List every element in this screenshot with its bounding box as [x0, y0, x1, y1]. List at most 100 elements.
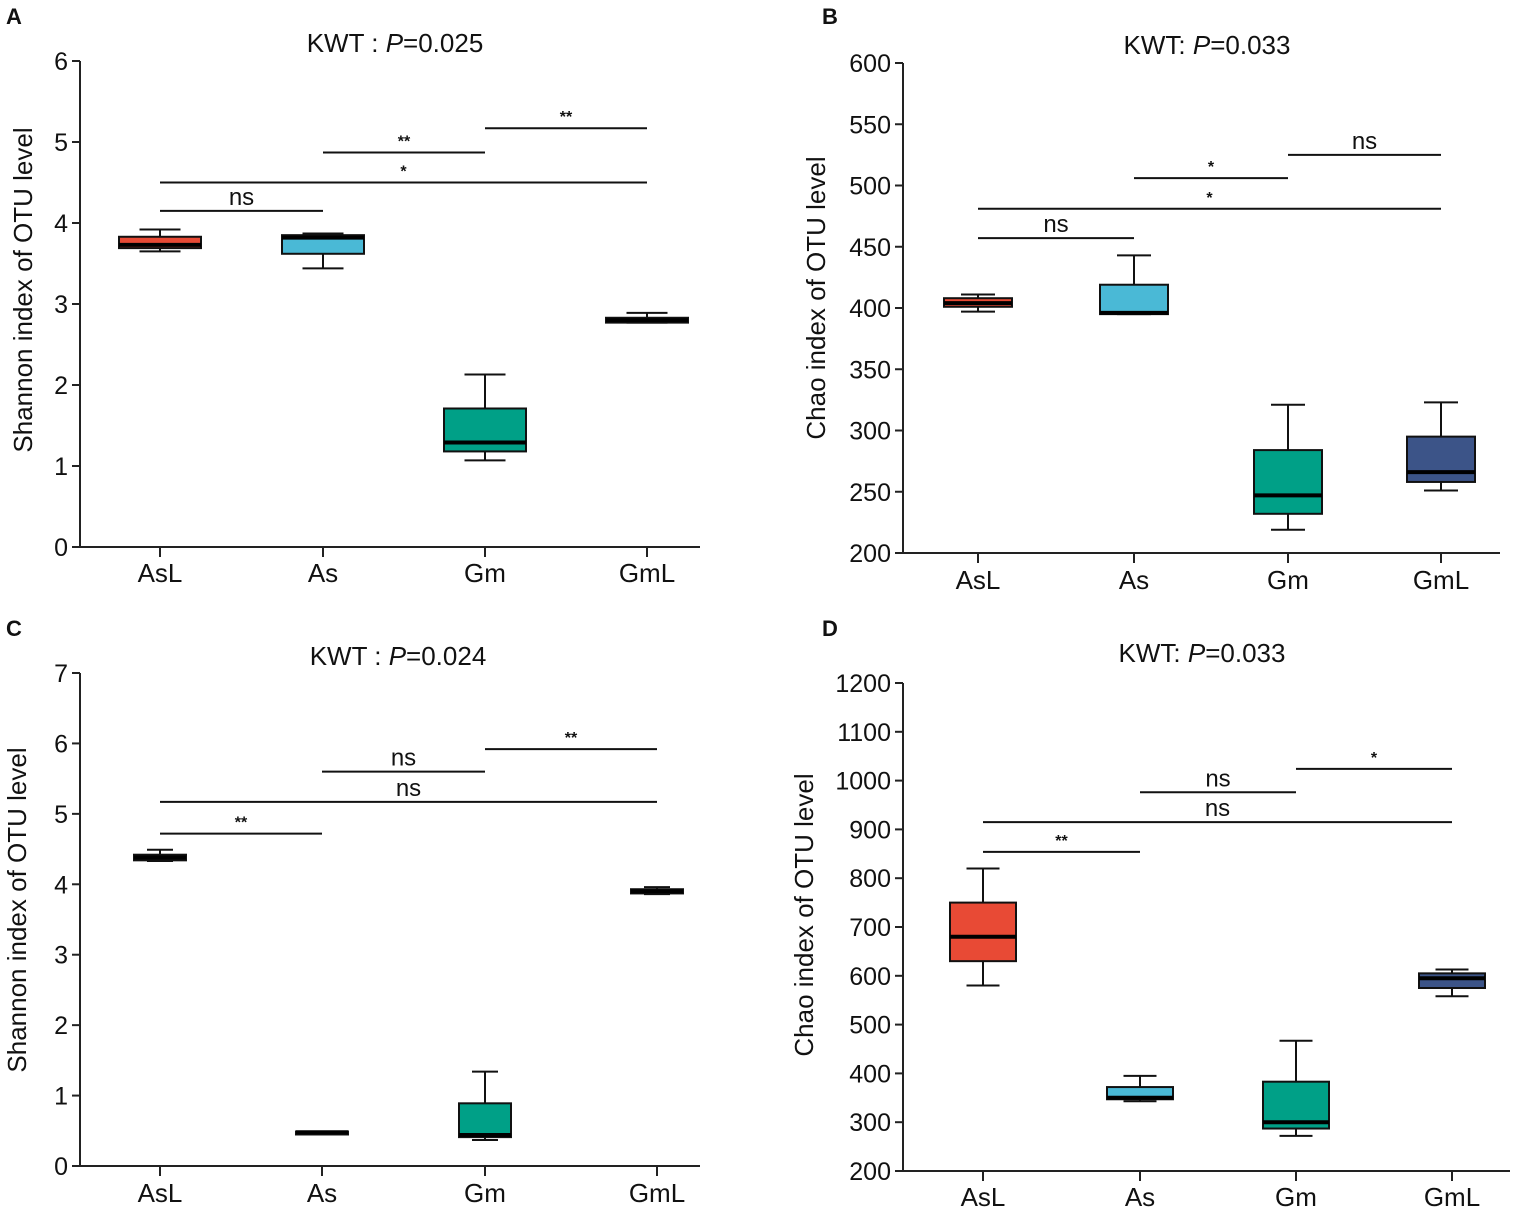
p-label: P	[386, 28, 404, 58]
box-GmL	[1418, 968, 1486, 998]
p-label: P	[389, 641, 407, 671]
y-tick-label: 4	[54, 210, 68, 238]
x-tick-label: As	[308, 558, 338, 588]
significance-label: ns	[391, 745, 416, 772]
y-tick-label: 3	[54, 942, 68, 970]
box-Gm	[1253, 403, 1323, 531]
significance-label: *	[400, 164, 407, 181]
significance-label: ns	[1205, 765, 1230, 792]
chart-title: KWT: P=0.033	[1124, 30, 1291, 60]
box-Gm	[458, 1070, 512, 1141]
p-label: P	[1188, 638, 1206, 668]
y-tick-label: 5	[54, 129, 68, 157]
y-tick-label: 2	[54, 372, 68, 400]
x-tick-label: AsL	[138, 1178, 183, 1208]
y-axis-label: Shannon index of OTU level	[8, 127, 38, 452]
y-tick-label: 1000	[835, 768, 891, 796]
y-tick-label: 5	[54, 801, 68, 829]
box-iqr	[1418, 972, 1486, 989]
panel-letter: A	[6, 4, 22, 29]
significance-label: **	[398, 134, 411, 151]
panel-B: B KWT: P=0.033 200 250 300 350 400 450 500 550 600…	[801, 4, 1500, 595]
chart-title: KWT : P=0.025	[307, 28, 484, 58]
significance-label: ns	[1352, 128, 1377, 155]
box-AsL	[943, 293, 1013, 313]
chart-title: KWT: P=0.033	[1119, 638, 1286, 668]
box-As	[1106, 1074, 1174, 1103]
box-GmL	[605, 311, 689, 324]
box-Gm	[443, 373, 527, 462]
title-prefix: KWT :	[307, 28, 386, 58]
significance-label: *	[1206, 190, 1213, 207]
y-tick-label: 6	[54, 48, 68, 76]
significance-label: ns	[1205, 795, 1230, 822]
x-tick-label: As	[1125, 1182, 1155, 1212]
box-iqr	[443, 407, 527, 453]
box-iqr	[949, 901, 1017, 963]
panel-letter: C	[6, 616, 22, 641]
box-As	[281, 232, 365, 270]
y-tick-label: 300	[849, 418, 891, 446]
significance-label: *	[1208, 159, 1215, 176]
panel-letter: B	[822, 4, 838, 29]
p-value: =0.033	[1210, 30, 1290, 60]
y-axis-label: Chao index of OTU level	[801, 156, 831, 439]
chart-title: KWT : P=0.024	[310, 641, 487, 671]
y-tick-label: 800	[849, 865, 891, 893]
box-AsL	[949, 867, 1017, 987]
x-tick-label: Gm	[1275, 1182, 1317, 1212]
significance-label: **	[560, 109, 573, 126]
y-tick-label: 200	[849, 1158, 891, 1186]
y-tick-label: 350	[849, 356, 891, 384]
box-iqr	[1099, 283, 1169, 316]
x-tick-label: AsL	[961, 1182, 1006, 1212]
title-prefix: KWT:	[1119, 638, 1188, 668]
panel-A: A KWT : P=0.025 0 1 2 3 4 5 6 Shannon index of OT…	[6, 4, 700, 588]
significance-label: ns	[229, 184, 254, 211]
y-tick-label: 7	[54, 660, 68, 688]
box-AsL	[118, 228, 202, 253]
y-tick-label: 1100	[837, 719, 891, 747]
y-tick-label: 300	[849, 1109, 891, 1137]
x-tick-label: GmL	[1413, 565, 1469, 595]
y-tick-label: 500	[849, 173, 891, 201]
p-value: =0.024	[406, 641, 486, 671]
panel-C: C KWT : P=0.024 0 1 2 3 4 5 6 7 Shannon index of O…	[2, 616, 700, 1208]
y-tick-label: 700	[849, 914, 891, 942]
panel-letter: D	[822, 616, 838, 641]
x-tick-label: AsL	[138, 558, 183, 588]
y-tick-label: 550	[849, 111, 891, 139]
p-value: =0.033	[1205, 638, 1285, 668]
y-tick-label: 1	[54, 453, 68, 481]
significance-label: **	[1055, 833, 1068, 850]
box-iqr	[281, 234, 365, 255]
box-As	[295, 1130, 349, 1136]
y-tick-label: 1	[54, 1083, 68, 1111]
p-value: =0.025	[403, 28, 483, 58]
y-tick-label: 250	[849, 479, 891, 507]
x-tick-label: Gm	[464, 1178, 506, 1208]
significance-label: **	[565, 730, 578, 747]
y-tick-label: 4	[54, 871, 68, 899]
panel-D: D KWT: P=0.033 200 300 400 500 600 700 800 900 100…	[789, 616, 1510, 1212]
significance-label: ns	[396, 775, 421, 802]
y-tick-label: 600	[849, 50, 891, 78]
x-tick-label: GmL	[629, 1178, 685, 1208]
x-tick-label: As	[1119, 565, 1149, 595]
y-tick-label: 600	[849, 963, 891, 991]
box-AsL	[133, 848, 187, 863]
box-GmL	[630, 886, 684, 896]
box-iqr	[458, 1102, 512, 1139]
x-tick-label: GmL	[619, 558, 675, 588]
significance-label: ns	[1043, 211, 1068, 238]
x-tick-label: GmL	[1424, 1182, 1480, 1212]
x-tick-label: Gm	[1267, 565, 1309, 595]
p-label: P	[1193, 30, 1211, 60]
y-tick-label: 450	[849, 234, 891, 262]
significance-label: **	[235, 815, 248, 832]
y-tick-label: 2	[54, 1012, 68, 1040]
x-tick-label: Gm	[464, 558, 506, 588]
title-prefix: KWT :	[310, 641, 389, 671]
y-tick-label: 0	[54, 1153, 68, 1181]
